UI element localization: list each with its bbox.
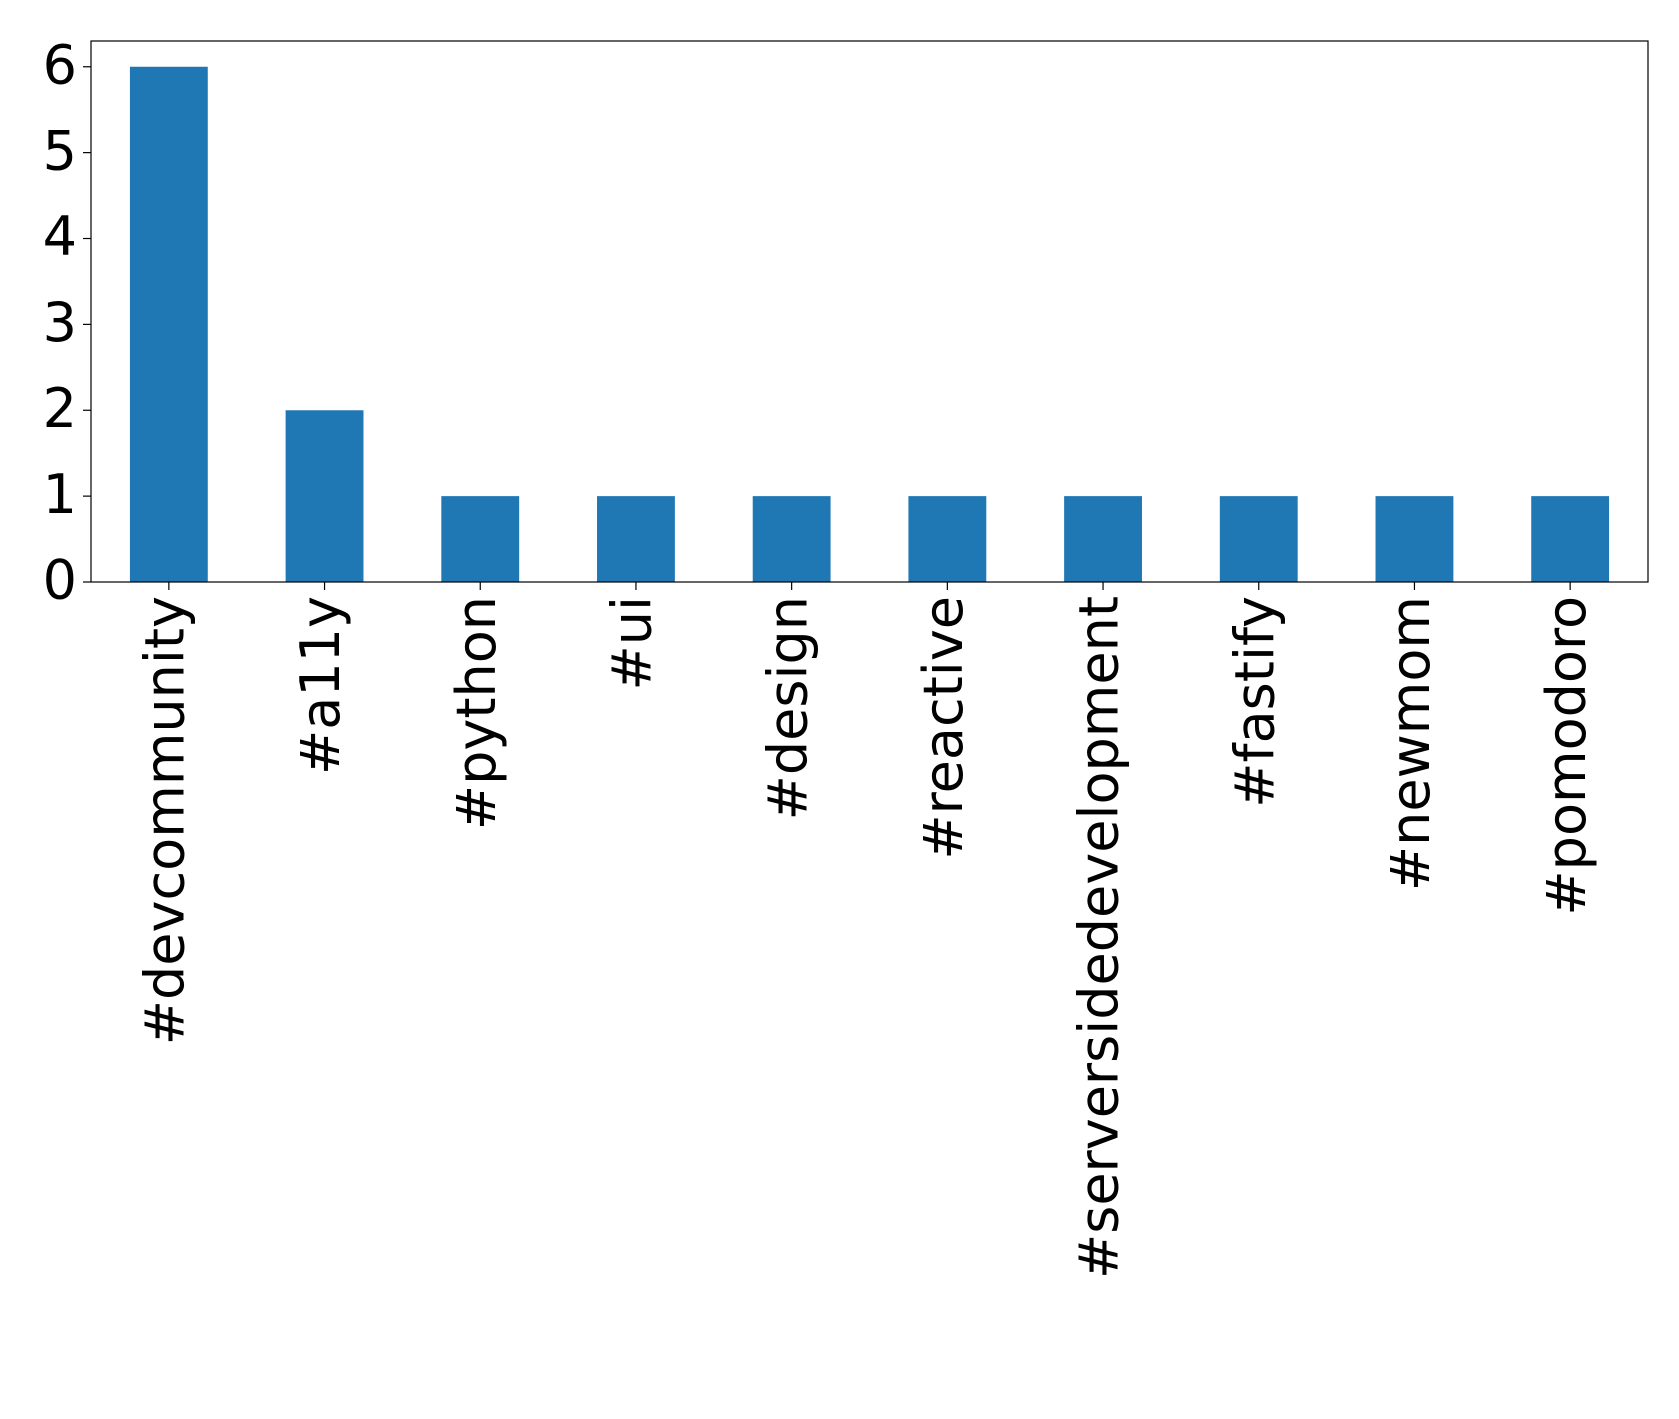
- bar: [597, 496, 675, 582]
- x-tick-label: #design: [756, 596, 819, 820]
- x-tick-label: #ui: [601, 596, 664, 690]
- x-tick-label: #pomodoro: [1535, 596, 1598, 916]
- bar: [908, 496, 987, 582]
- bar: [441, 496, 520, 582]
- y-tick-label: 4: [43, 205, 77, 268]
- x-tick-label: #devcommunity: [133, 596, 196, 1045]
- bar: [1531, 496, 1610, 582]
- bar: [752, 496, 831, 582]
- bar: [285, 410, 364, 582]
- y-tick-label: 3: [43, 291, 77, 354]
- y-tick-label: 6: [43, 33, 77, 96]
- y-tick-label: 5: [43, 119, 77, 182]
- bar: [1064, 496, 1142, 582]
- bar: [1219, 496, 1298, 582]
- x-tick-label: #newmom: [1379, 596, 1442, 891]
- x-tick-label: #serversidedevelopment: [1068, 596, 1131, 1279]
- plot-frame: [90, 40, 1649, 583]
- y-tick-label: 1: [43, 463, 77, 526]
- x-tick-label: #python: [445, 596, 508, 830]
- y-tick-label: 2: [43, 377, 77, 440]
- x-tick-label: #reactive: [912, 596, 975, 860]
- x-tick-label: #a11y: [289, 596, 352, 775]
- y-tick-label: 0: [43, 549, 77, 612]
- x-tick-label: #fastify: [1223, 596, 1286, 808]
- bar: [1375, 496, 1454, 582]
- bar: [129, 66, 208, 582]
